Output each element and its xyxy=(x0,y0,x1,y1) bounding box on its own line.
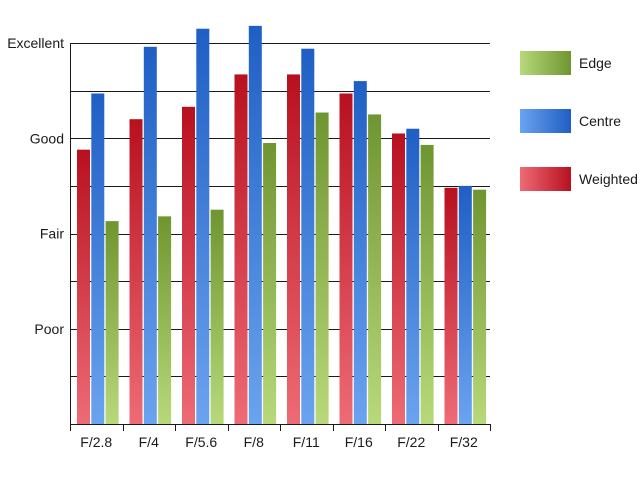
bar-edge-f-8 xyxy=(263,143,277,424)
x-tick-label: F/4 xyxy=(139,434,159,450)
bar-edge-f-16 xyxy=(368,114,382,424)
legend-label-edge: Edge xyxy=(579,55,612,71)
bar-edge-f-32 xyxy=(473,189,487,424)
x-tick-label: F/5.6 xyxy=(185,434,217,450)
x-tick-label: F/11 xyxy=(293,434,320,450)
x-tick-label: F/8 xyxy=(244,434,264,450)
bar-edge-f-4 xyxy=(158,216,172,424)
bar-weighted-f-5-6 xyxy=(182,106,195,424)
bar-weighted-f-11 xyxy=(287,74,300,425)
bar-weighted-f-8 xyxy=(234,74,248,425)
legend-label-weighted: Weighted xyxy=(579,171,638,187)
bar-centre-f-5-6 xyxy=(196,28,210,425)
bar-weighted-f-16 xyxy=(339,93,353,425)
axes xyxy=(70,43,491,431)
y-tick-label: Fair xyxy=(40,226,64,242)
bar-centre-f-2-8 xyxy=(91,93,105,425)
legend-swatch-centre xyxy=(520,109,571,133)
bar-centre-f-22 xyxy=(406,128,420,424)
bar-centre-f-11 xyxy=(301,48,315,425)
x-tick-label: F/16 xyxy=(345,434,373,450)
bar-edge-f-22 xyxy=(420,144,434,425)
y-tick-label: Poor xyxy=(34,321,64,337)
bar-edge-f-2-8 xyxy=(105,221,119,424)
legend: Edge Centre Weighted xyxy=(520,51,638,191)
x-axis-tick-labels: F/2.8 F/4 F/5.6 F/8 F/11 F/16 F/22 F/32 xyxy=(80,434,478,450)
y-tick-label: Good xyxy=(30,130,64,146)
bar-edge-f-5-6 xyxy=(210,209,224,424)
legend-swatch-edge xyxy=(520,51,571,75)
legend-label-centre: Centre xyxy=(579,113,621,129)
bar-weighted-f-22 xyxy=(392,133,405,425)
x-tick-label: F/32 xyxy=(450,434,478,450)
y-tick-label: Excellent xyxy=(7,35,64,51)
y-axis-tick-labels: Excellent Good Fair Poor xyxy=(7,35,64,337)
bar-centre-f-32 xyxy=(458,185,472,424)
bar-weighted-f-4 xyxy=(129,119,143,424)
bar-weighted-f-2-8 xyxy=(77,149,90,424)
bars xyxy=(77,25,487,425)
bar-edge-f-11 xyxy=(315,112,329,424)
legend-swatch-weighted xyxy=(520,167,571,191)
bar-centre-f-16 xyxy=(353,81,367,424)
bar-centre-f-4 xyxy=(143,46,157,425)
x-tick-label: F/22 xyxy=(397,434,425,450)
bar-weighted-f-32 xyxy=(444,187,458,424)
bar-centre-f-8 xyxy=(248,25,262,424)
x-tick-label: F/2.8 xyxy=(80,434,112,450)
